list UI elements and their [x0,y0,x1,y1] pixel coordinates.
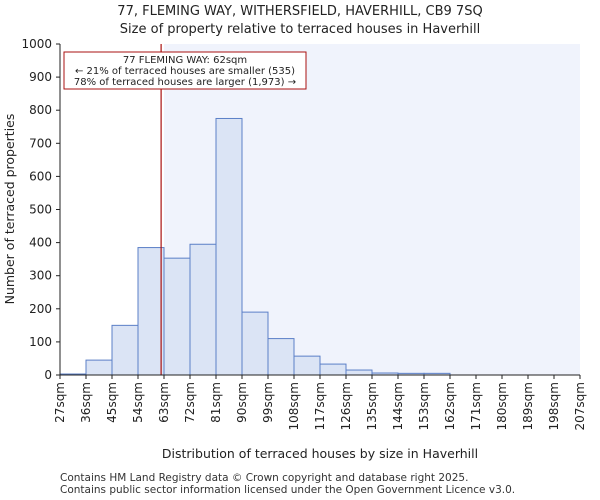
histogram-bar [163,257,191,376]
x-tick-label: 162sqm [443,382,457,430]
x-tick-label: 27sqm [53,382,67,423]
chart-title: 77, FLEMING WAY, WITHERSFIELD, HAVERHILL… [117,4,483,19]
histogram-bar [85,359,113,376]
x-tick-label: 81sqm [209,382,223,423]
x-tick-label: 45sqm [105,382,119,423]
y-axis-label: Number of terraced properties [2,114,17,305]
x-tick-label: 171sqm [469,382,483,430]
histogram-bar [267,338,295,376]
x-tick-label: 144sqm [391,382,405,430]
x-tick-label: 54sqm [131,382,145,423]
property-annotation: 77 FLEMING WAY: 62sqm ← 21% of terraced … [63,51,307,90]
y-tick-label: 900 [29,70,52,84]
histogram-chart: 0 100 200 300 400 500 600 700 800 900 1000 27sqm 36… [2,37,587,461]
histogram-bar [137,247,165,376]
y-tick-label: 800 [29,103,52,117]
x-tick-label: 117sqm [313,382,327,430]
x-tick-label: 90sqm [235,382,249,423]
footer-copyright: Contains HM Land Registry data © Crown c… [60,472,469,484]
histogram-bar [215,117,243,376]
x-tick-label: 135sqm [365,382,379,430]
x-tick-label: 153sqm [417,382,431,430]
y-tick-label: 600 [29,169,52,183]
x-tick-label: 63sqm [157,382,171,423]
y-tick-label: 400 [29,236,52,250]
x-tick-label: 126sqm [339,382,353,430]
histogram-bar [319,363,347,376]
histogram-bar [111,324,139,376]
y-tick-label: 300 [29,269,52,283]
histogram-bar [189,243,217,376]
chart-subtitle: Size of property relative to terraced ho… [119,22,481,37]
x-axis-label: Distribution of terraced houses by size … [162,446,478,461]
x-tick-label: 207sqm [573,382,587,430]
histogram-bar [345,369,373,376]
histogram-bar [241,311,269,376]
y-tick-label: 100 [29,335,52,349]
y-tick-label: 0 [44,368,52,382]
y-tick-label: 1000 [21,37,52,51]
footer-licence: Contains public sector information licen… [60,484,516,496]
histogram-bar [293,355,321,376]
y-tick-label: 500 [29,203,52,217]
annotation-line-1: 77 FLEMING WAY: 62sqm [123,55,247,66]
x-tick-label: 36sqm [79,382,93,423]
x-tick-label: 72sqm [183,382,197,423]
annotation-box [63,51,307,90]
x-tick-label: 180sqm [495,382,509,430]
x-tick-label: 198sqm [547,382,561,430]
annotation-line-3: 78% of terraced houses are larger (1,973… [74,77,296,88]
annotation-line-2: ← 21% of terraced houses are smaller (53… [75,66,295,77]
y-tick-label: 200 [29,302,52,316]
x-tick-label: 189sqm [521,382,535,430]
x-tick-label: 99sqm [261,382,275,423]
x-tick-label: 108sqm [287,382,301,430]
y-tick-label: 700 [29,136,52,150]
